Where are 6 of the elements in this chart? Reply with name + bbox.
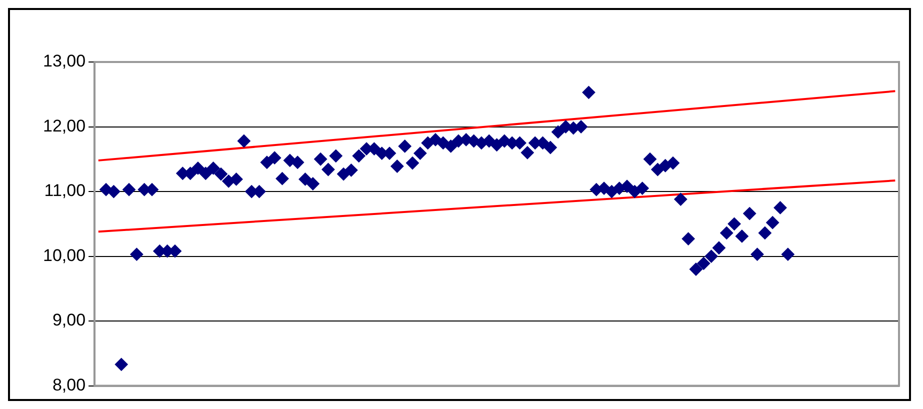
y-tick-label: 10,00 [42, 246, 86, 265]
y-tick-label: 12,00 [42, 116, 86, 136]
y-tick-label: 13,00 [42, 52, 86, 71]
y-tick-label: 9,00 [52, 310, 86, 330]
y-tick-label: 11,00 [44, 181, 86, 200]
y-tick-label: 8,00 [52, 375, 86, 394]
